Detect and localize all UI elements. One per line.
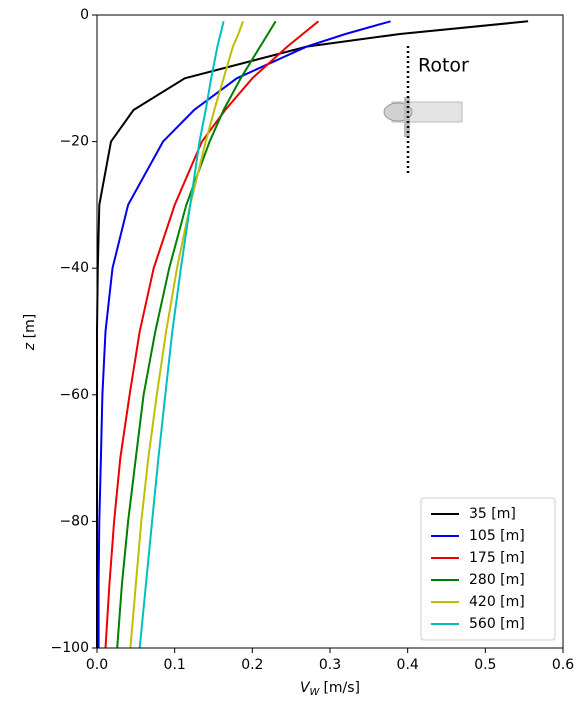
- x-tick-label: 0.2: [241, 657, 263, 673]
- y-tick-label: −20: [59, 134, 89, 150]
- x-tick-label: 0.1: [164, 657, 186, 673]
- legend-label: 420 [m]: [469, 594, 525, 610]
- series-line: [104, 20, 320, 649]
- x-tick-label: 0.5: [474, 657, 496, 673]
- legend-label: 175 [m]: [469, 550, 525, 566]
- series-line: [116, 20, 277, 649]
- x-axis-label: VW [m/s]: [300, 680, 360, 698]
- series-line: [138, 21, 225, 649]
- y-tick-label: −100: [51, 640, 89, 656]
- x-tick-label: 0.3: [319, 657, 341, 673]
- x-subscript: W: [310, 687, 321, 698]
- rotor-drawing: [383, 46, 463, 174]
- x-unit: [m/s]: [323, 680, 360, 696]
- series-line: [97, 20, 391, 648]
- y-unit: [m]: [22, 314, 38, 339]
- legend-box: [420, 497, 556, 641]
- y-tick-label: 0: [80, 7, 89, 23]
- annotation: Rotor: [418, 55, 469, 77]
- legend-label: 105 [m]: [469, 528, 525, 544]
- x-tick-label: 0.4: [397, 657, 419, 673]
- y-tick-label: −60: [59, 387, 89, 403]
- legend-label: 560 [m]: [469, 616, 525, 632]
- y-symbol: z: [22, 342, 38, 351]
- legend-label: 35 [m]: [469, 506, 516, 522]
- x-tick-label: 0.0: [86, 657, 108, 673]
- x-symbol: V: [300, 680, 311, 696]
- y-tick-label: −80: [59, 513, 89, 529]
- series-line: [129, 20, 244, 649]
- legend-label: 280 [m]: [469, 572, 525, 588]
- legend: 35 [m] 105 [m] 175 [m] 280 [m] 420 [m] 560 [m…: [420, 497, 556, 641]
- y-axis-label: z [m]: [22, 314, 38, 351]
- plot-frame: [96, 14, 564, 649]
- x-tick-label: 0.6: [552, 657, 574, 673]
- y-tick-label: −40: [59, 260, 89, 276]
